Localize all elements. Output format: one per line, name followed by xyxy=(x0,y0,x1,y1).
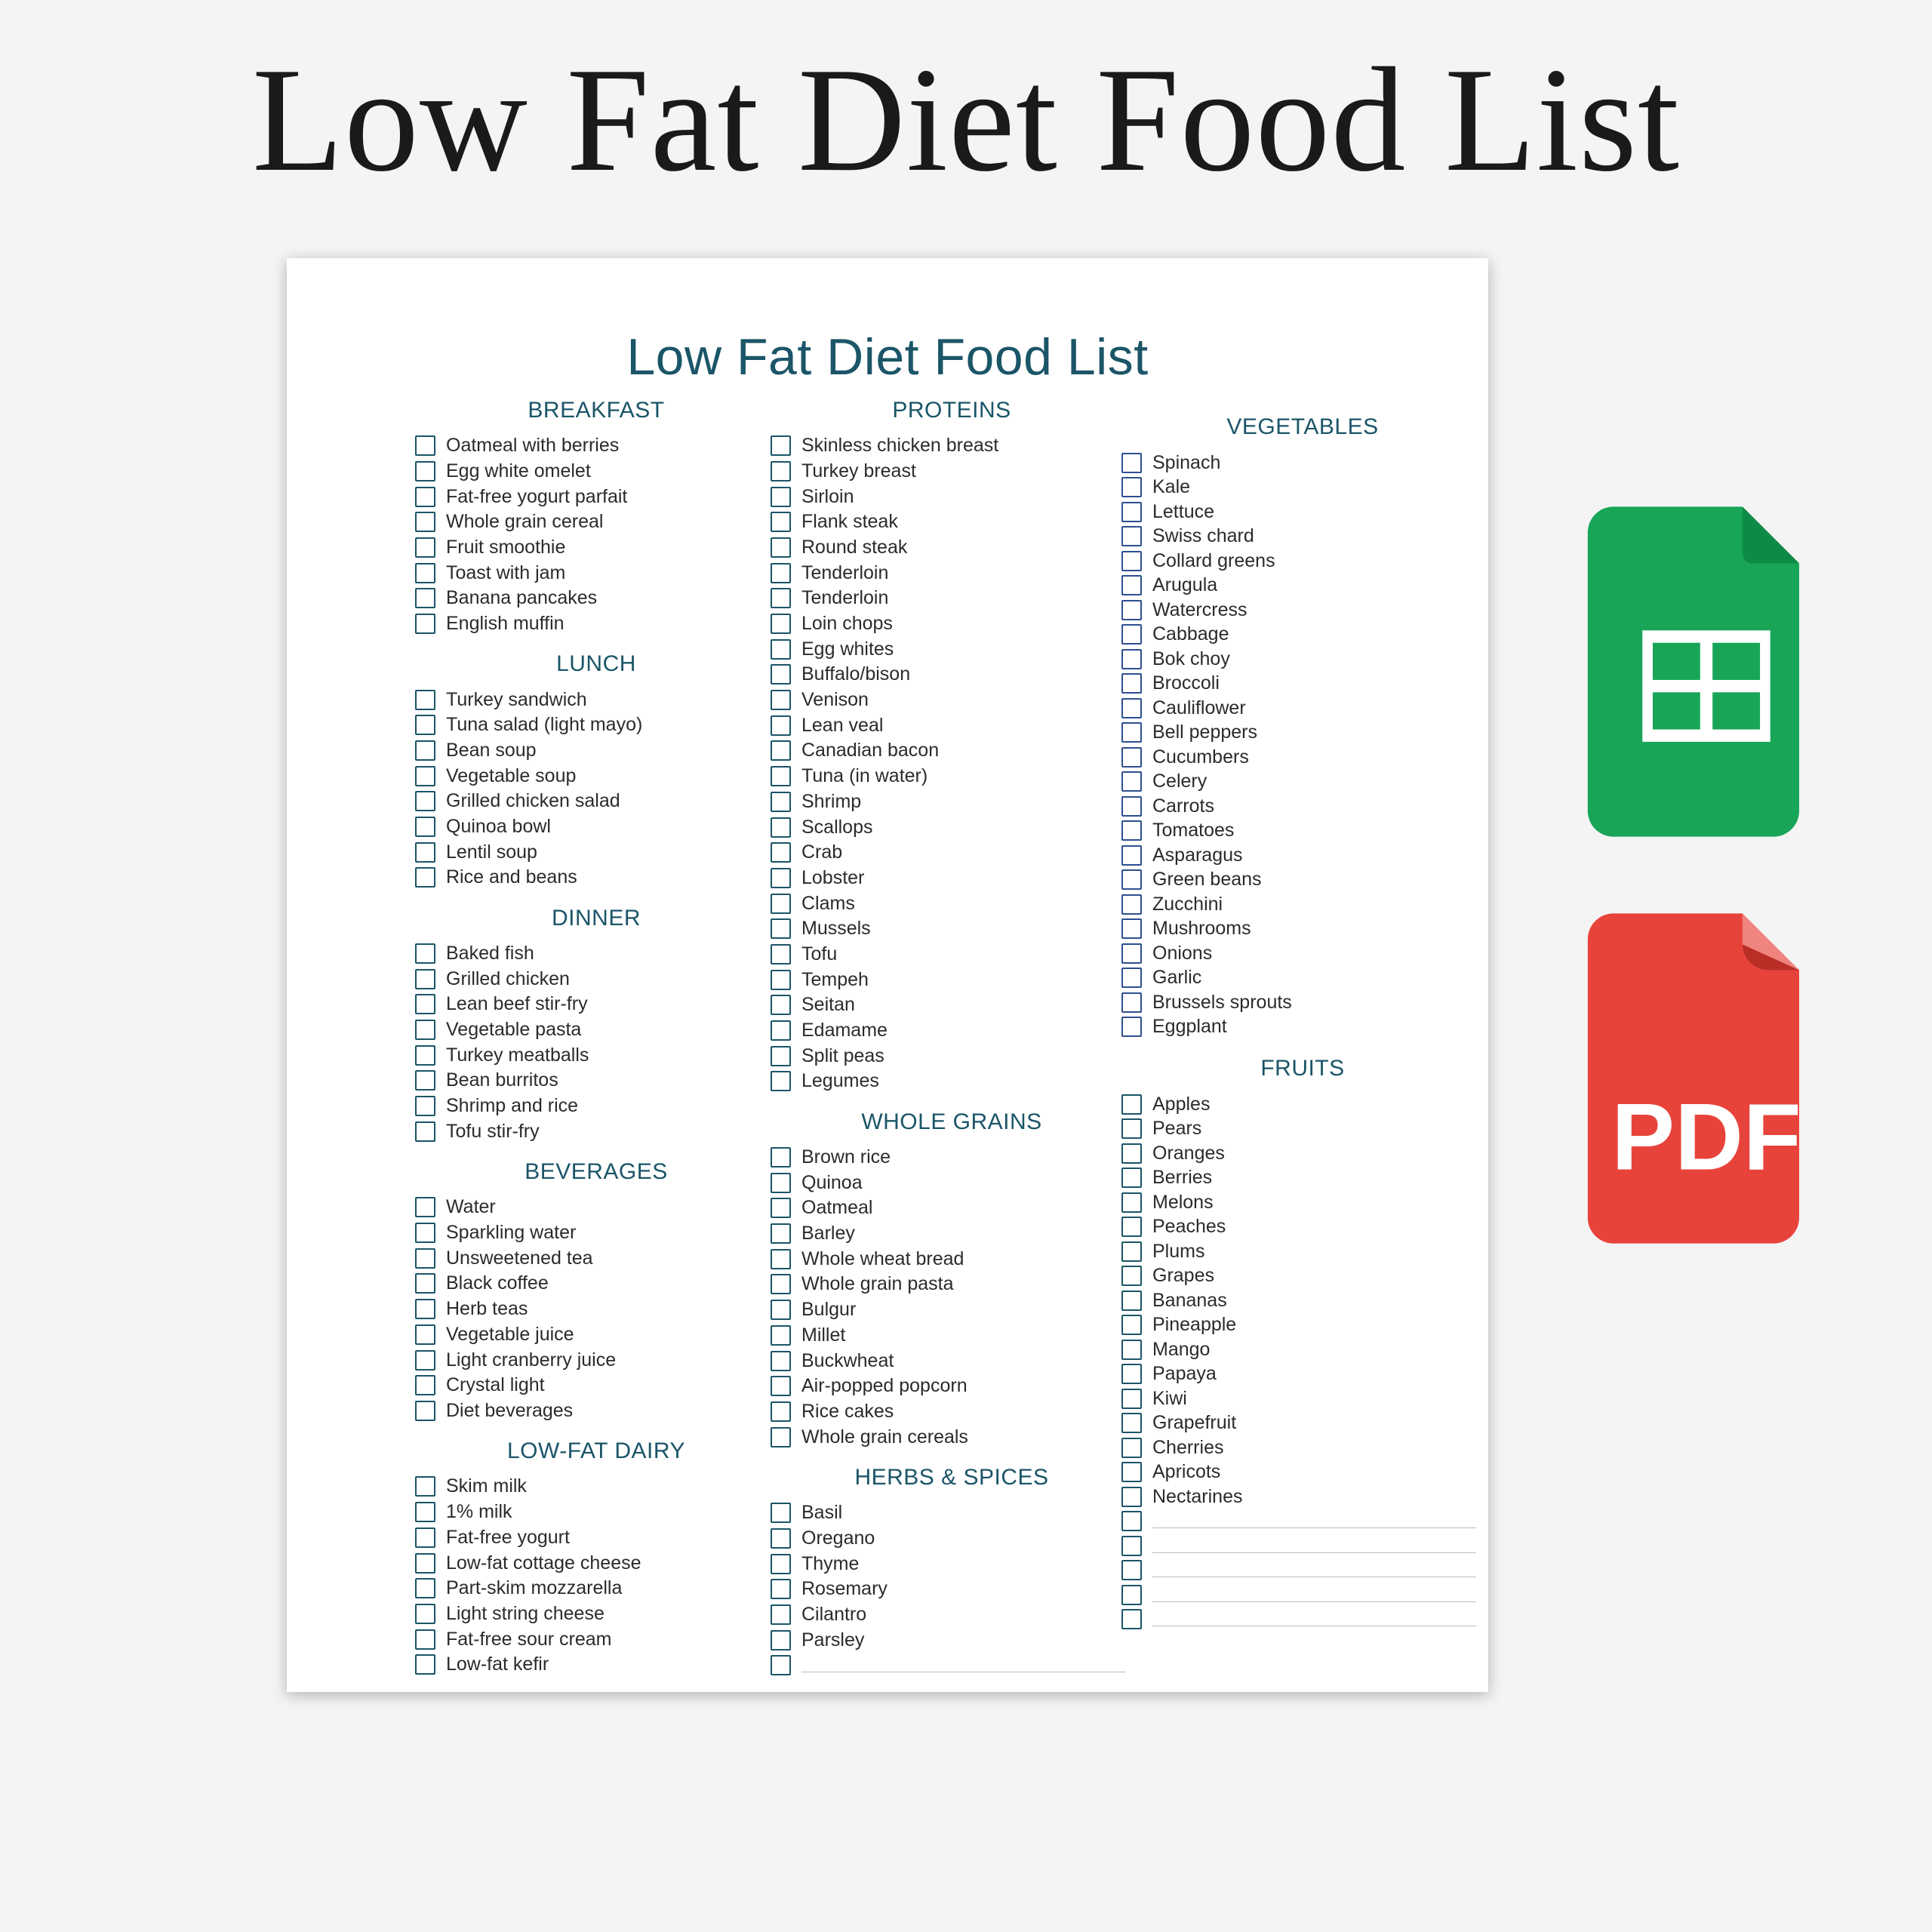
svg-text:PDF: PDF xyxy=(1611,1083,1801,1189)
